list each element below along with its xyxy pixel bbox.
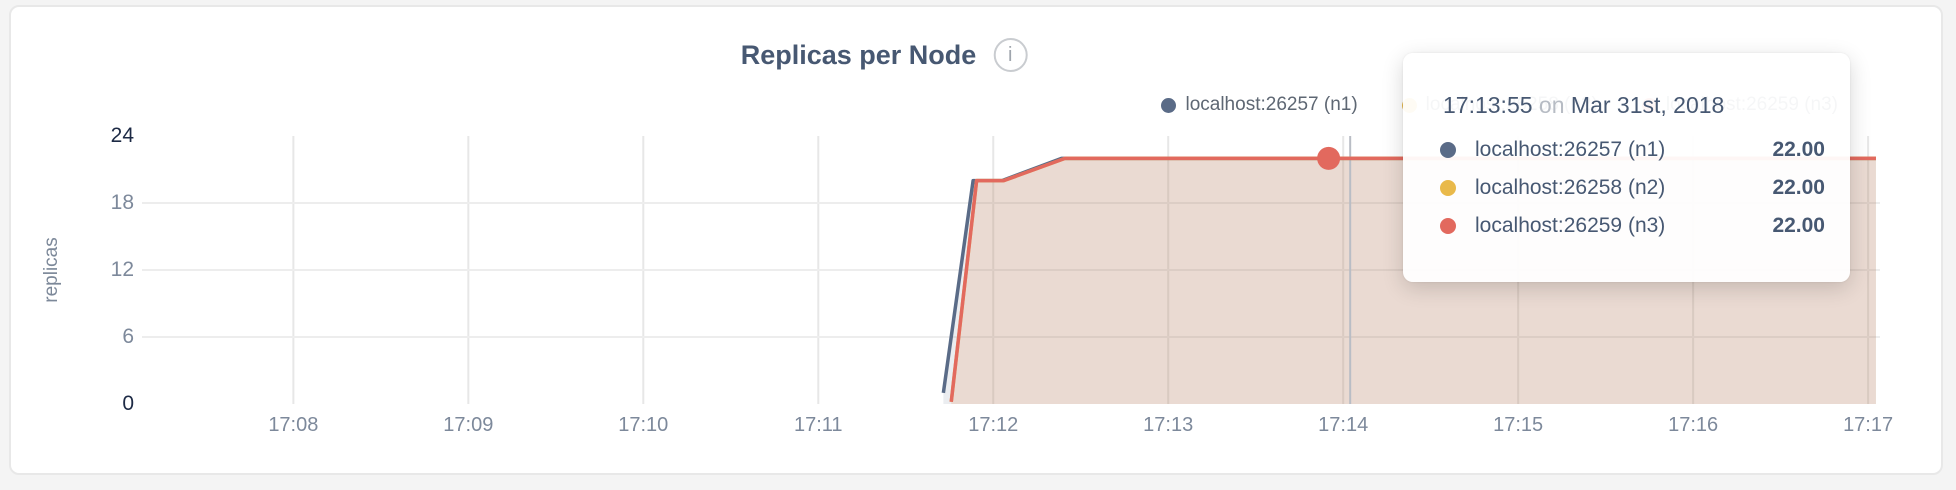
- legend-series-label: localhost:26257 (n1): [1185, 94, 1358, 115]
- y-tick-label: 12: [110, 258, 134, 281]
- x-tick-label: 17:11: [793, 414, 843, 436]
- tooltip-row: localhost:26258 (n2) 22.00: [1440, 169, 1825, 207]
- x-tick-label: 17:14: [1318, 414, 1369, 436]
- y-tick-label: 18: [110, 191, 134, 214]
- y-axis-title: replicas: [41, 237, 62, 303]
- x-tick-label: 17:08: [268, 414, 319, 436]
- tooltip-series-value: 22.00: [1772, 176, 1825, 199]
- hover-point-dot[interactable]: [1317, 146, 1341, 170]
- chart-header: Replicas per Node i: [741, 38, 1028, 72]
- tooltip-time: 17:13:55: [1443, 92, 1533, 118]
- tooltip-row: localhost:26259 (n3) 22.00: [1440, 207, 1825, 245]
- legend-item[interactable]: localhost:26257 (n1): [1161, 94, 1358, 116]
- tooltip-series-dot: [1440, 180, 1456, 196]
- legend-series-dot: [1161, 97, 1177, 113]
- tooltip-timestamp: 17:13:55 on Mar 31st, 2018: [1443, 91, 1825, 119]
- x-tick-label: 17:17: [1843, 414, 1894, 436]
- tooltip-preposition: on: [1538, 92, 1565, 118]
- info-icon[interactable]: i: [993, 38, 1028, 72]
- x-tick-label: 17:10: [618, 414, 669, 436]
- x-tick-label: 17:13: [1143, 414, 1194, 436]
- y-tick-label: 24: [110, 124, 134, 147]
- chart-title: Replicas per Node: [740, 40, 977, 70]
- y-tick-label: 0: [122, 392, 134, 415]
- x-tick-label: 17:16: [1668, 414, 1719, 436]
- x-tick-label: 17:12: [968, 414, 1019, 436]
- tooltip-series-dot: [1440, 142, 1456, 158]
- tooltip-series-label: localhost:26258 (n2): [1475, 176, 1666, 199]
- tooltip-series-dot: [1440, 218, 1456, 234]
- tooltip-date: Mar 31st, 2018: [1570, 92, 1725, 118]
- tooltip-series-label: localhost:26257 (n1): [1475, 138, 1666, 161]
- hover-tooltip: 17:13:55 on Mar 31st, 2018 localhost:262…: [1403, 53, 1850, 282]
- tooltip-series-value: 22.00: [1772, 214, 1825, 237]
- tooltip-row: localhost:26257 (n1) 22.00: [1440, 131, 1825, 169]
- x-tick-label: 17:15: [1493, 414, 1544, 436]
- tooltip-series-label: localhost:26259 (n3): [1475, 214, 1666, 237]
- tooltip-rows: localhost:26257 (n1) 22.00 localhost:26258…: [1440, 131, 1825, 245]
- y-tick-label: 6: [122, 325, 134, 348]
- tooltip-series-value: 22.00: [1772, 138, 1825, 161]
- x-tick-label: 17:09: [443, 414, 494, 436]
